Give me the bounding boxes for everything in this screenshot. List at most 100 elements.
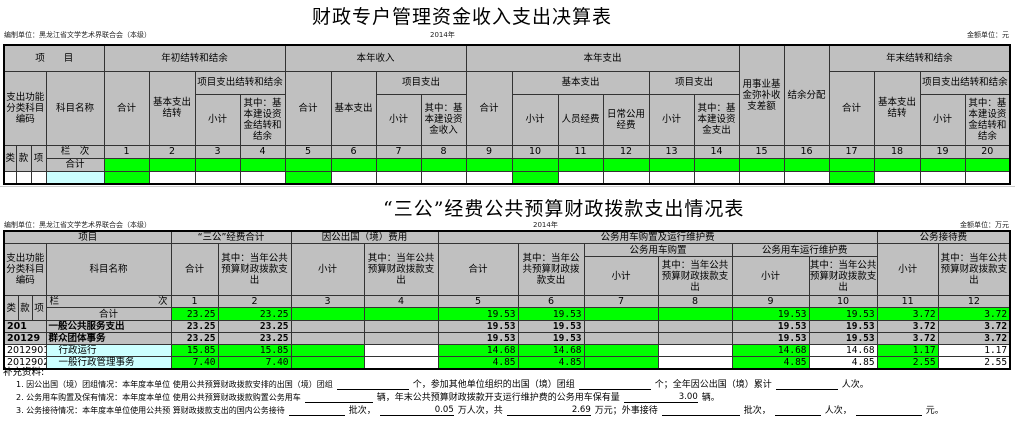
amount-cell[interactable]: 4.85 [808, 356, 878, 370]
data-cell[interactable] [738, 170, 785, 185]
amount-cell[interactable]: 19.53 [437, 307, 519, 321]
total-cell[interactable] [420, 157, 467, 172]
amount-cell[interactable]: 15.85 [217, 344, 292, 357]
amount-cell[interactable]: 19.53 [517, 320, 585, 333]
data-cell[interactable] [693, 170, 740, 185]
total-cell[interactable] [465, 157, 513, 172]
amount-cell[interactable]: 3.72 [876, 307, 939, 321]
amount-cell[interactable] [363, 332, 439, 345]
fill-in-blank[interactable] [774, 405, 821, 416]
total-cell[interactable] [511, 157, 559, 172]
total-cell[interactable] [148, 157, 196, 172]
data-cell[interactable] [602, 170, 650, 185]
total-cell[interactable] [557, 157, 604, 172]
amount-cell[interactable] [363, 307, 439, 321]
amount-cell[interactable]: 1.17 [876, 344, 939, 357]
amount-cell[interactable]: 23.25 [170, 307, 219, 321]
amount-cell[interactable] [583, 307, 659, 321]
total-cell[interactable] [964, 157, 1011, 172]
amount-cell[interactable] [583, 332, 659, 345]
amount-cell[interactable] [290, 344, 365, 357]
total-cell[interactable] [239, 157, 286, 172]
total-cell[interactable] [330, 157, 377, 172]
data-cell[interactable] [919, 170, 966, 185]
data-cell[interactable] [465, 170, 513, 185]
amount-cell[interactable] [657, 307, 733, 321]
fill-in-blank[interactable] [855, 405, 922, 416]
amount-cell[interactable] [290, 356, 365, 370]
amount-cell[interactable]: 2.55 [876, 356, 939, 370]
amount-cell[interactable] [583, 356, 659, 370]
blank-subject-name[interactable] [45, 170, 105, 185]
fill-in-blank[interactable] [775, 379, 838, 390]
amount-cell[interactable]: 3.72 [937, 332, 1011, 345]
fill-in-blank[interactable] [661, 405, 740, 416]
amount-cell[interactable] [363, 320, 439, 333]
amount-cell[interactable] [363, 356, 439, 370]
amount-cell[interactable]: 19.53 [808, 307, 878, 321]
amount-cell[interactable] [583, 320, 659, 333]
data-cell[interactable] [284, 170, 332, 185]
fill-in-blank[interactable] [336, 379, 409, 390]
amount-cell[interactable] [657, 332, 733, 345]
data-cell[interactable] [103, 170, 150, 185]
amount-cell[interactable]: 19.53 [808, 332, 878, 345]
amount-cell[interactable]: 23.25 [217, 307, 292, 321]
amount-cell[interactable]: 23.25 [217, 332, 292, 345]
amount-cell[interactable]: 7.40 [170, 356, 219, 370]
data-cell[interactable] [648, 170, 695, 185]
amount-cell[interactable] [290, 332, 365, 345]
data-cell[interactable] [375, 170, 422, 185]
total-cell[interactable] [194, 157, 241, 172]
data-cell[interactable] [964, 170, 1011, 185]
amount-cell[interactable]: 14.68 [517, 344, 585, 357]
amount-cell[interactable]: 19.53 [731, 332, 810, 345]
data-cell[interactable] [194, 170, 241, 185]
amount-cell[interactable]: 14.68 [731, 344, 810, 357]
fill-in-blank[interactable] [578, 379, 651, 390]
amount-cell[interactable] [657, 320, 733, 333]
amount-cell[interactable]: 19.53 [437, 320, 519, 333]
amount-cell[interactable]: 14.68 [808, 344, 878, 357]
amount-cell[interactable]: 19.53 [437, 332, 519, 345]
total-cell[interactable] [873, 157, 921, 172]
total-cell[interactable] [828, 157, 875, 172]
data-cell[interactable] [511, 170, 559, 185]
fill-in-blank[interactable]: 0.05 [379, 405, 454, 416]
amount-cell[interactable]: 14.68 [437, 344, 519, 357]
data-cell[interactable] [420, 170, 467, 185]
blank-lei[interactable] [3, 170, 17, 185]
data-cell[interactable] [239, 170, 286, 185]
amount-cell[interactable]: 3.72 [876, 320, 939, 333]
data-cell[interactable] [873, 170, 921, 185]
blank-kuan[interactable] [15, 170, 32, 185]
total-cell[interactable] [738, 157, 785, 172]
amount-cell[interactable]: 19.53 [808, 320, 878, 333]
amount-cell[interactable] [290, 320, 365, 333]
data-cell[interactable] [148, 170, 196, 185]
total-cell[interactable] [602, 157, 650, 172]
total-cell[interactable] [103, 157, 150, 172]
amount-cell[interactable]: 4.85 [437, 356, 519, 370]
amount-cell[interactable] [657, 356, 733, 370]
amount-cell[interactable]: 1.17 [937, 344, 1011, 357]
amount-cell[interactable] [583, 344, 659, 357]
amount-cell[interactable] [290, 307, 365, 321]
total-cell[interactable] [919, 157, 966, 172]
total-cell[interactable] [284, 157, 332, 172]
data-cell[interactable] [557, 170, 604, 185]
amount-cell[interactable]: 3.72 [876, 332, 939, 345]
total-cell[interactable] [648, 157, 695, 172]
amount-cell[interactable]: 19.53 [517, 332, 585, 345]
amount-cell[interactable]: 7.40 [217, 356, 292, 370]
fill-in-blank[interactable] [288, 405, 345, 416]
amount-cell[interactable]: 23.25 [170, 320, 219, 333]
data-cell[interactable] [330, 170, 377, 185]
amount-cell[interactable]: 3.72 [937, 320, 1011, 333]
amount-cell[interactable]: 19.53 [731, 320, 810, 333]
total-cell[interactable] [783, 157, 830, 172]
amount-cell[interactable]: 23.25 [217, 320, 292, 333]
amount-cell[interactable]: 2.55 [937, 356, 1011, 370]
total-cell[interactable] [375, 157, 422, 172]
amount-cell[interactable]: 4.85 [731, 356, 810, 370]
